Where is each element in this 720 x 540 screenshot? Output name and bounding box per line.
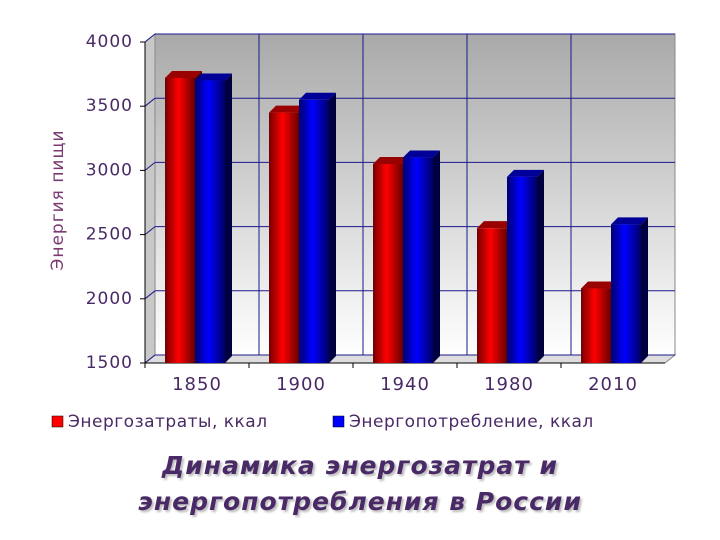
x-tick-label: 2010 — [588, 374, 638, 395]
bar — [403, 157, 433, 363]
bar-top — [299, 92, 336, 100]
y-tick-label: 2000 — [86, 289, 133, 309]
bar — [581, 288, 611, 363]
bar — [299, 99, 329, 363]
bar-side — [641, 217, 648, 363]
grid-line — [144, 290, 156, 300]
x-tick-label: 1900 — [276, 374, 326, 395]
grid-line — [144, 162, 156, 171]
grid-line — [144, 97, 156, 107]
legend-swatch — [51, 415, 64, 428]
y-tick-label: 2500 — [86, 225, 133, 245]
bar-side — [433, 150, 440, 363]
bar-top — [373, 156, 410, 164]
bar-top — [611, 217, 648, 225]
grid-line — [144, 33, 156, 43]
bar-side — [225, 73, 232, 364]
bar-top — [195, 73, 232, 81]
y-tick-label: 3000 — [86, 160, 133, 180]
bar-top — [581, 281, 618, 289]
grid-line — [144, 354, 156, 364]
bar-top — [403, 150, 440, 158]
legend-label: Энергопотребление, ккал — [349, 412, 594, 432]
y-tick-label: 3500 — [86, 96, 133, 116]
bar-top — [269, 105, 306, 113]
bar-side — [329, 92, 336, 363]
bar — [269, 112, 299, 364]
bar — [373, 163, 403, 363]
bar — [507, 176, 537, 363]
bar-top — [165, 70, 202, 78]
bar — [165, 77, 195, 364]
chart-title: Динамика энергозатрат и энергопотреблени… — [138, 451, 582, 516]
bar — [195, 80, 225, 364]
bar-top — [507, 169, 544, 177]
grid-line — [144, 226, 156, 235]
legend-label: Энергозатраты, ккал — [68, 412, 268, 432]
legend-swatch — [332, 415, 345, 428]
x-tick-label: 1940 — [380, 374, 430, 395]
bar-top — [477, 221, 514, 229]
bar-side — [537, 169, 544, 363]
side-wall — [144, 32, 156, 365]
y-axis-label: Энергия пищи — [48, 129, 68, 270]
bar — [477, 228, 507, 363]
y-tick-label: 1500 — [86, 353, 133, 373]
x-tick-label: 1850 — [172, 374, 222, 395]
bar — [611, 224, 641, 363]
y-tick-label: 4000 — [86, 32, 133, 52]
x-tick-label: 1980 — [484, 374, 534, 395]
